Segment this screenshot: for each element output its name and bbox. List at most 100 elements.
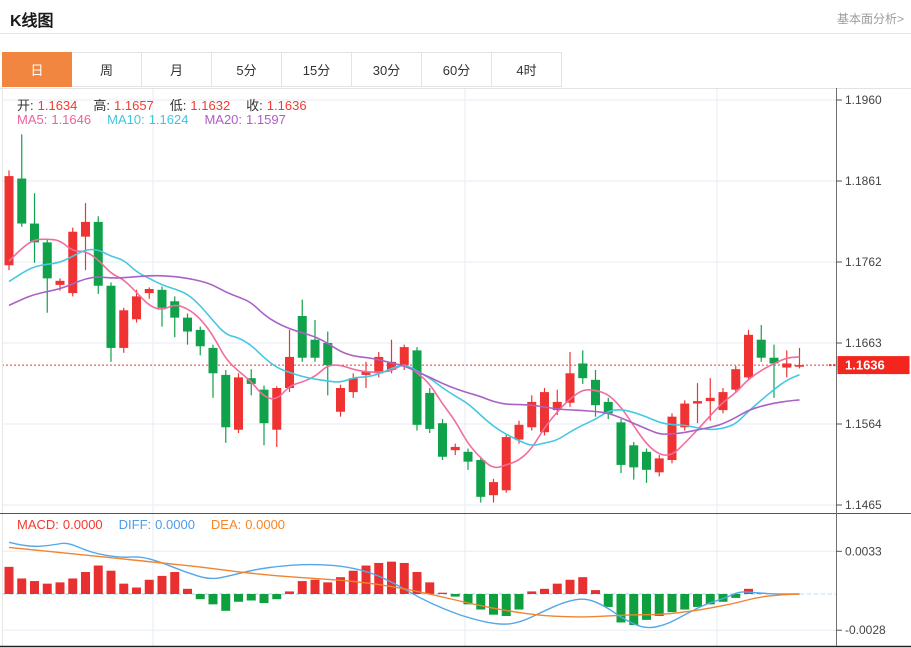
macd-bar <box>17 578 27 594</box>
macd-value-2: 0.0000 <box>245 517 286 532</box>
macd-bar <box>246 594 256 601</box>
macd-bar <box>336 577 345 594</box>
tab-month[interactable]: 月 <box>142 52 212 87</box>
candle <box>476 460 486 497</box>
tab-30min[interactable]: 30分 <box>352 52 422 87</box>
macd-bar <box>106 570 116 594</box>
ohlc-value-2: 1.1632 <box>190 98 231 113</box>
macd-bar <box>119 583 129 594</box>
candle <box>769 357 779 364</box>
ohlc-legend: 开: 1.1634 高: 1.1657 低: 1.1632 收: 1.1636 <box>17 95 323 114</box>
candle <box>654 458 664 473</box>
macd-bar <box>399 562 409 594</box>
macd-bar <box>450 594 460 597</box>
candle <box>731 369 741 390</box>
macd-bar <box>387 561 396 594</box>
candle <box>81 221 90 237</box>
ma-label-1: MA10: <box>107 112 145 127</box>
page-title: K线图 <box>10 13 54 30</box>
macd-bar <box>463 594 473 605</box>
candle <box>642 451 651 470</box>
macd-bar <box>30 581 39 594</box>
current-price-badge-label: 1.1636 <box>845 358 885 373</box>
macd-bar <box>412 572 422 594</box>
candle <box>795 365 804 367</box>
macd-bar <box>81 572 90 594</box>
candle <box>501 437 511 491</box>
ma-value-2: 1.1597 <box>246 112 286 127</box>
macd-bar <box>132 587 141 594</box>
candle <box>259 389 269 424</box>
tab-15min[interactable]: 15分 <box>282 52 352 87</box>
candle <box>705 397 715 402</box>
candle <box>667 416 677 461</box>
candle <box>693 401 702 404</box>
macd-bar <box>42 583 52 594</box>
price-tick-label: 1.1564 <box>845 417 882 431</box>
macd-bar <box>272 594 282 600</box>
candle <box>144 289 154 294</box>
macd-bar <box>680 594 690 610</box>
ma-value-0: 1.1646 <box>51 112 92 127</box>
candle <box>297 316 307 358</box>
macd-bar <box>565 579 575 594</box>
candle <box>527 401 537 428</box>
candle <box>438 423 447 457</box>
price-tick-label: 1.1663 <box>845 336 882 350</box>
macd-bar <box>157 575 167 594</box>
candle <box>578 363 588 379</box>
candle <box>30 223 39 243</box>
candle <box>718 392 728 411</box>
macd-bar <box>527 591 537 594</box>
candle <box>399 347 409 366</box>
macd-bar <box>208 594 218 605</box>
tab-60min[interactable]: 60分 <box>422 52 492 87</box>
candle <box>540 392 549 433</box>
ohlc-label-3: 收: <box>246 98 263 113</box>
macd-bar <box>616 594 626 623</box>
tab-5min[interactable]: 5分 <box>212 52 282 87</box>
macd-label-0: MACD: <box>17 517 59 532</box>
candle <box>157 289 167 308</box>
candle <box>132 296 141 320</box>
tab-day[interactable]: 日 <box>2 52 72 87</box>
macd-bar <box>654 594 664 616</box>
candle <box>323 343 333 366</box>
page-header: K线图 基本面分析> <box>0 0 911 34</box>
macd-item-0: MACD: 0.0000 <box>17 517 107 532</box>
candle <box>336 388 345 412</box>
macd-bar <box>234 594 243 602</box>
current-price-badge <box>837 356 910 375</box>
ma-label-0: MA5: <box>17 112 48 127</box>
macd-bar <box>285 591 294 594</box>
macd-bar <box>603 594 613 607</box>
candle <box>106 285 116 348</box>
macd-label-2: DEA: <box>210 517 242 532</box>
ohlc-item-2: 低: 1.1632 <box>170 98 234 113</box>
candle <box>348 378 358 393</box>
price-tick-label: 1.1960 <box>845 93 882 107</box>
tab-4hour[interactable]: 4时 <box>492 52 562 87</box>
candle <box>234 377 243 430</box>
macd-bar <box>578 577 588 594</box>
ohlc-item-0: 开: 1.1634 <box>17 98 81 113</box>
fundamental-analysis-link[interactable]: 基本面分析> <box>836 12 904 26</box>
price-tick-label: 1.1762 <box>845 255 882 269</box>
macd-bar <box>642 594 651 620</box>
ma-label-2: MA20: <box>204 112 243 127</box>
candle <box>463 451 473 462</box>
candle <box>68 231 78 294</box>
macd-bar <box>425 582 435 594</box>
candle <box>119 310 129 348</box>
macd-tick-label: 0.0033 <box>845 544 882 558</box>
macd-bar <box>489 594 498 615</box>
macd-bar <box>705 594 715 605</box>
candle <box>55 280 65 285</box>
candle <box>208 347 218 374</box>
candle <box>183 317 192 332</box>
tab-week[interactable]: 周 <box>72 52 142 87</box>
candle <box>591 379 600 406</box>
candle <box>425 392 435 429</box>
price-tick-label: 1.1861 <box>845 174 882 188</box>
ma-item-0: MA5: 1.1646 <box>17 112 95 127</box>
